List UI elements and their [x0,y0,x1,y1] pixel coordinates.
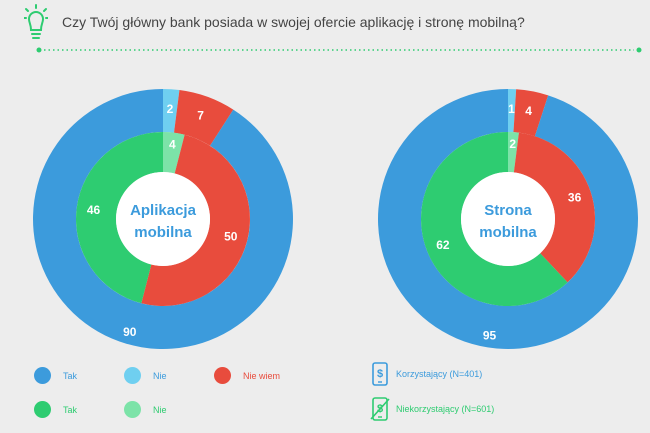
data-label: 2 [509,137,516,151]
donut-aplikacja: 2 7 90 4 50 46 Aplikacja mobilna [33,89,293,349]
legend-swatch [124,367,141,384]
data-label: 62 [436,238,450,252]
outer-slice-nie [163,89,180,133]
donut-center-title: Strona [484,202,532,219]
data-label: 4 [525,104,532,118]
legend-label: Nie wiem [243,370,281,381]
data-label: 90 [123,325,137,339]
legend-label: Nie [153,404,167,415]
legend-label: Tak [63,370,78,381]
legend: Tak Nie Nie wiem Tak Nie $ Korzystający … [0,350,650,433]
donut-center-title: mobilna [479,224,537,241]
donut-strona: 1 4 95 2 36 62 Strona mobilna [377,89,638,350]
data-label: 4 [169,138,176,152]
lightbulb-icon [24,4,48,39]
legend-item-nie-users: Nie [124,367,167,384]
svg-text:$: $ [377,368,383,380]
outer-slice-nie-wiem [513,89,549,137]
inner-slice-tak [76,132,163,304]
legend-group-label: Niekorzystający (N=601) [396,404,495,414]
legend-label: Tak [63,404,78,415]
legend-item-nie-nonusers: Nie [124,401,167,418]
inner-slice-nie [163,132,185,174]
outer-slice-nie [508,89,517,133]
donut-center-title: mobilna [134,224,192,241]
donut-hole [116,172,210,266]
outer-slice-tak [33,89,293,349]
legend-group-nonusers: $ Niekorzystający (N=601) [370,397,494,421]
legend-group-users: $ Korzystający (N=401) [370,362,482,386]
phone-dollar-icon: $ [372,362,388,386]
dotted-divider [36,47,642,53]
header: Czy Twój główny bank posiada w swojej of… [0,0,650,60]
data-label: 1 [508,102,515,116]
outer-slice-nie-wiem [174,90,234,146]
data-label: 7 [197,109,204,123]
inner-slice-nie [508,132,519,173]
legend-item-tak-nonusers: Tak [34,401,77,418]
legend-label: Nie [153,370,167,381]
legend-swatch [34,401,51,418]
inner-slice-nie-wiem [513,132,595,283]
legend-swatch [214,367,231,384]
data-label: 46 [87,203,101,217]
donut-center-title: Aplikacja [130,202,197,219]
legend-group-label: Korzystający (N=401) [396,369,483,379]
legend-swatch [34,367,51,384]
legend-item-tak-users: Tak [34,367,77,384]
data-label: 36 [568,190,582,204]
phone-dollar-crossed-icon: $ [370,397,390,421]
legend-swatch [124,401,141,418]
legend-item-nie-wiem: Nie wiem [214,367,280,384]
question-title: Czy Twój główny bank posiada w swojej of… [62,14,525,30]
data-label: 50 [224,229,238,243]
inner-slice-nie-wiem [141,134,250,306]
data-label: 95 [483,329,497,343]
donut-hole [461,172,555,266]
outer-slice-tak [377,89,638,350]
data-label: 2 [167,102,174,116]
inner-slice-tak [420,132,568,306]
